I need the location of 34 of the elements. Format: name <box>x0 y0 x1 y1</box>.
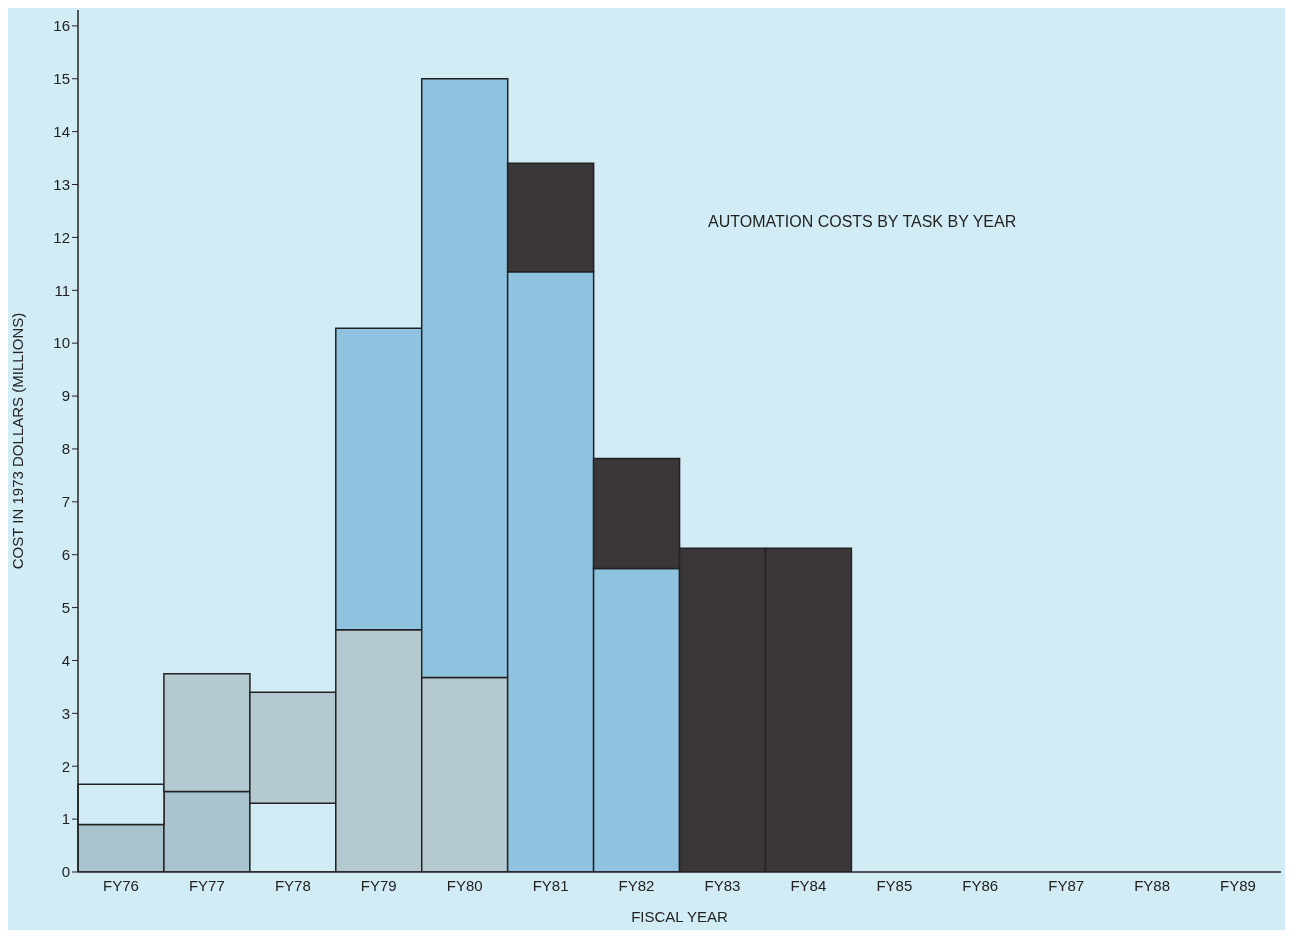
y-tick-label: 10 <box>53 334 70 352</box>
x-tick-label: FY85 <box>876 876 913 894</box>
y-tick-label: 12 <box>53 228 70 246</box>
y-tick-label: 16 <box>53 17 70 35</box>
text: AUTOMATION COSTS BY TASK BY YEAR <box>708 213 1017 231</box>
x-tick-label: FY88 <box>1134 876 1171 894</box>
y-tick-label: 0 <box>61 863 70 881</box>
y-tick-label: 15 <box>53 70 70 88</box>
y-tick-label: 6 <box>61 546 70 564</box>
x-tick-label: FY84 <box>790 876 827 894</box>
x-tick-label: FY78 <box>274 876 311 894</box>
y-tick-label: 14 <box>53 122 70 140</box>
x-tick-label: FY89 <box>1220 876 1256 894</box>
y-tick-label: 4 <box>61 651 70 669</box>
y-tick-label: 1 <box>61 810 70 828</box>
x-tick-label: FY76 <box>103 876 139 894</box>
x-tick-label: FY81 <box>532 876 569 894</box>
x-tick-label: FY79 <box>360 876 397 894</box>
x-axis-title: FISCAL YEAR <box>631 908 729 925</box>
y-tick-label: 3 <box>61 704 70 722</box>
y-tick-label: 2 <box>61 757 70 775</box>
x-tick-label: FY87 <box>1048 876 1085 894</box>
y-tick-label: 8 <box>61 440 70 458</box>
y-tick-label: 13 <box>53 175 70 193</box>
x-tick-label: FY82 <box>618 876 655 894</box>
y-tick-label: 7 <box>61 493 70 511</box>
y-tick-label: 11 <box>54 281 70 299</box>
x-tick-label: FY86 <box>962 876 999 894</box>
y-tick-label: 5 <box>61 598 70 616</box>
x-tick-label: FY77 <box>188 876 225 894</box>
x-tick-label: FY80 <box>446 876 483 894</box>
x-tick-label: FY83 <box>704 876 741 894</box>
y-axis-title: COST IN 1973 DOLLARS (MILLIONS) <box>9 312 27 570</box>
y-tick-label: 9 <box>61 387 70 405</box>
